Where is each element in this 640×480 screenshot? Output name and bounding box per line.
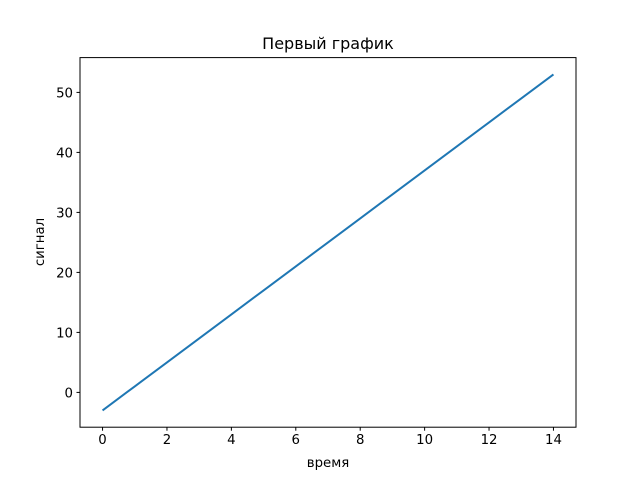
x-tick-label: 14 [545,433,562,448]
y-axis-label: сигнал [33,218,48,266]
x-tick-label: 8 [356,433,364,448]
x-tick-label: 12 [481,433,498,448]
y-tick-label: 20 [56,266,73,281]
x-axis-label: время [307,456,350,471]
chart-title: Первый график [262,34,394,53]
plot-frame [79,57,577,428]
y-tick-label: 10 [56,326,73,341]
y-tick-label: 0 [65,386,73,401]
y-tick-label: 40 [56,146,73,161]
x-tick-label: 6 [292,433,300,448]
x-tick-label: 10 [416,433,433,448]
series-line [101,73,555,412]
y-tick-label: 30 [56,206,73,221]
y-tick-label: 50 [56,86,73,101]
x-tick-label: 0 [98,433,106,448]
x-tick-label: 4 [227,433,235,448]
x-tick-label: 2 [163,433,171,448]
